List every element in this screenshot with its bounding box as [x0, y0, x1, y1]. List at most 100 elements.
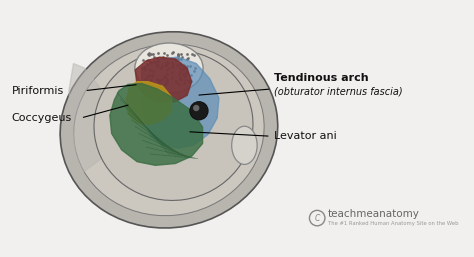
Point	[187, 72, 195, 77]
Point	[191, 69, 198, 74]
Point	[143, 81, 151, 85]
Point	[176, 63, 183, 67]
Point	[162, 61, 169, 65]
Point	[146, 78, 154, 82]
Point	[164, 71, 171, 76]
Point	[177, 52, 184, 56]
Point	[139, 58, 147, 62]
Point	[174, 57, 182, 61]
Point	[164, 53, 171, 57]
Point	[158, 77, 166, 81]
Point	[169, 65, 176, 69]
Point	[174, 57, 182, 61]
Point	[182, 66, 190, 70]
Ellipse shape	[74, 44, 264, 216]
Point	[180, 67, 188, 71]
Point	[146, 53, 153, 57]
Ellipse shape	[94, 50, 253, 200]
Point	[162, 76, 170, 80]
Point	[148, 60, 156, 65]
Point	[146, 68, 154, 72]
Point	[165, 66, 173, 70]
Polygon shape	[110, 84, 202, 165]
Point	[181, 72, 188, 76]
Point	[170, 63, 177, 67]
Point	[150, 81, 158, 86]
Point	[152, 61, 160, 65]
Point	[183, 71, 191, 75]
Point	[150, 52, 157, 56]
Point	[183, 57, 191, 61]
Circle shape	[190, 102, 208, 120]
Point	[187, 79, 195, 83]
Point	[169, 50, 176, 54]
Point	[176, 66, 183, 70]
Point	[155, 81, 163, 85]
Point	[174, 52, 182, 56]
Point	[144, 52, 152, 56]
Point	[180, 72, 187, 76]
Point	[143, 62, 151, 66]
Point	[179, 55, 186, 59]
Point	[168, 61, 176, 65]
Text: Tendinous arch: Tendinous arch	[273, 74, 368, 84]
Point	[191, 53, 198, 57]
Point	[164, 79, 171, 83]
Point	[177, 57, 185, 61]
Text: Piriformis: Piriformis	[11, 86, 64, 96]
Point	[183, 52, 191, 57]
Point	[185, 80, 192, 84]
Point	[181, 73, 188, 77]
Point	[173, 63, 181, 67]
Point	[155, 59, 162, 63]
Point	[180, 63, 188, 67]
Point	[141, 77, 149, 81]
Point	[174, 53, 182, 57]
Point	[187, 64, 194, 68]
Point	[143, 75, 150, 79]
Ellipse shape	[232, 126, 257, 164]
Point	[163, 68, 171, 72]
Point	[159, 56, 166, 60]
Point	[179, 67, 187, 71]
Text: C: C	[314, 214, 320, 223]
Point	[147, 52, 155, 56]
Point	[153, 77, 161, 81]
Point	[163, 60, 171, 64]
Point	[150, 59, 158, 63]
Point	[181, 78, 188, 82]
Point	[175, 82, 182, 86]
Polygon shape	[126, 82, 172, 124]
Point	[145, 73, 153, 77]
Point	[191, 66, 199, 70]
Point	[162, 82, 169, 86]
Point	[182, 70, 190, 74]
Text: (obturator internus fascia): (obturator internus fascia)	[273, 86, 402, 96]
Point	[143, 78, 150, 82]
Point	[168, 51, 176, 55]
Point	[176, 75, 183, 79]
Text: teachmeanatomy: teachmeanatomy	[328, 209, 420, 219]
Point	[155, 78, 163, 82]
Point	[146, 60, 154, 64]
Point	[168, 76, 176, 80]
Point	[181, 74, 188, 78]
Point	[175, 72, 182, 76]
Point	[164, 61, 172, 65]
Point	[163, 78, 170, 82]
Point	[184, 56, 192, 60]
Point	[189, 52, 196, 56]
Point	[176, 69, 183, 73]
Point	[154, 56, 161, 60]
Point	[146, 51, 153, 55]
Point	[138, 66, 146, 70]
Point	[151, 55, 158, 59]
Point	[157, 66, 165, 70]
Text: Levator ani: Levator ani	[273, 131, 336, 141]
Point	[160, 75, 168, 79]
Point	[154, 63, 162, 67]
Point	[174, 54, 182, 58]
Point	[155, 79, 162, 83]
Point	[181, 81, 188, 85]
Point	[158, 78, 165, 82]
